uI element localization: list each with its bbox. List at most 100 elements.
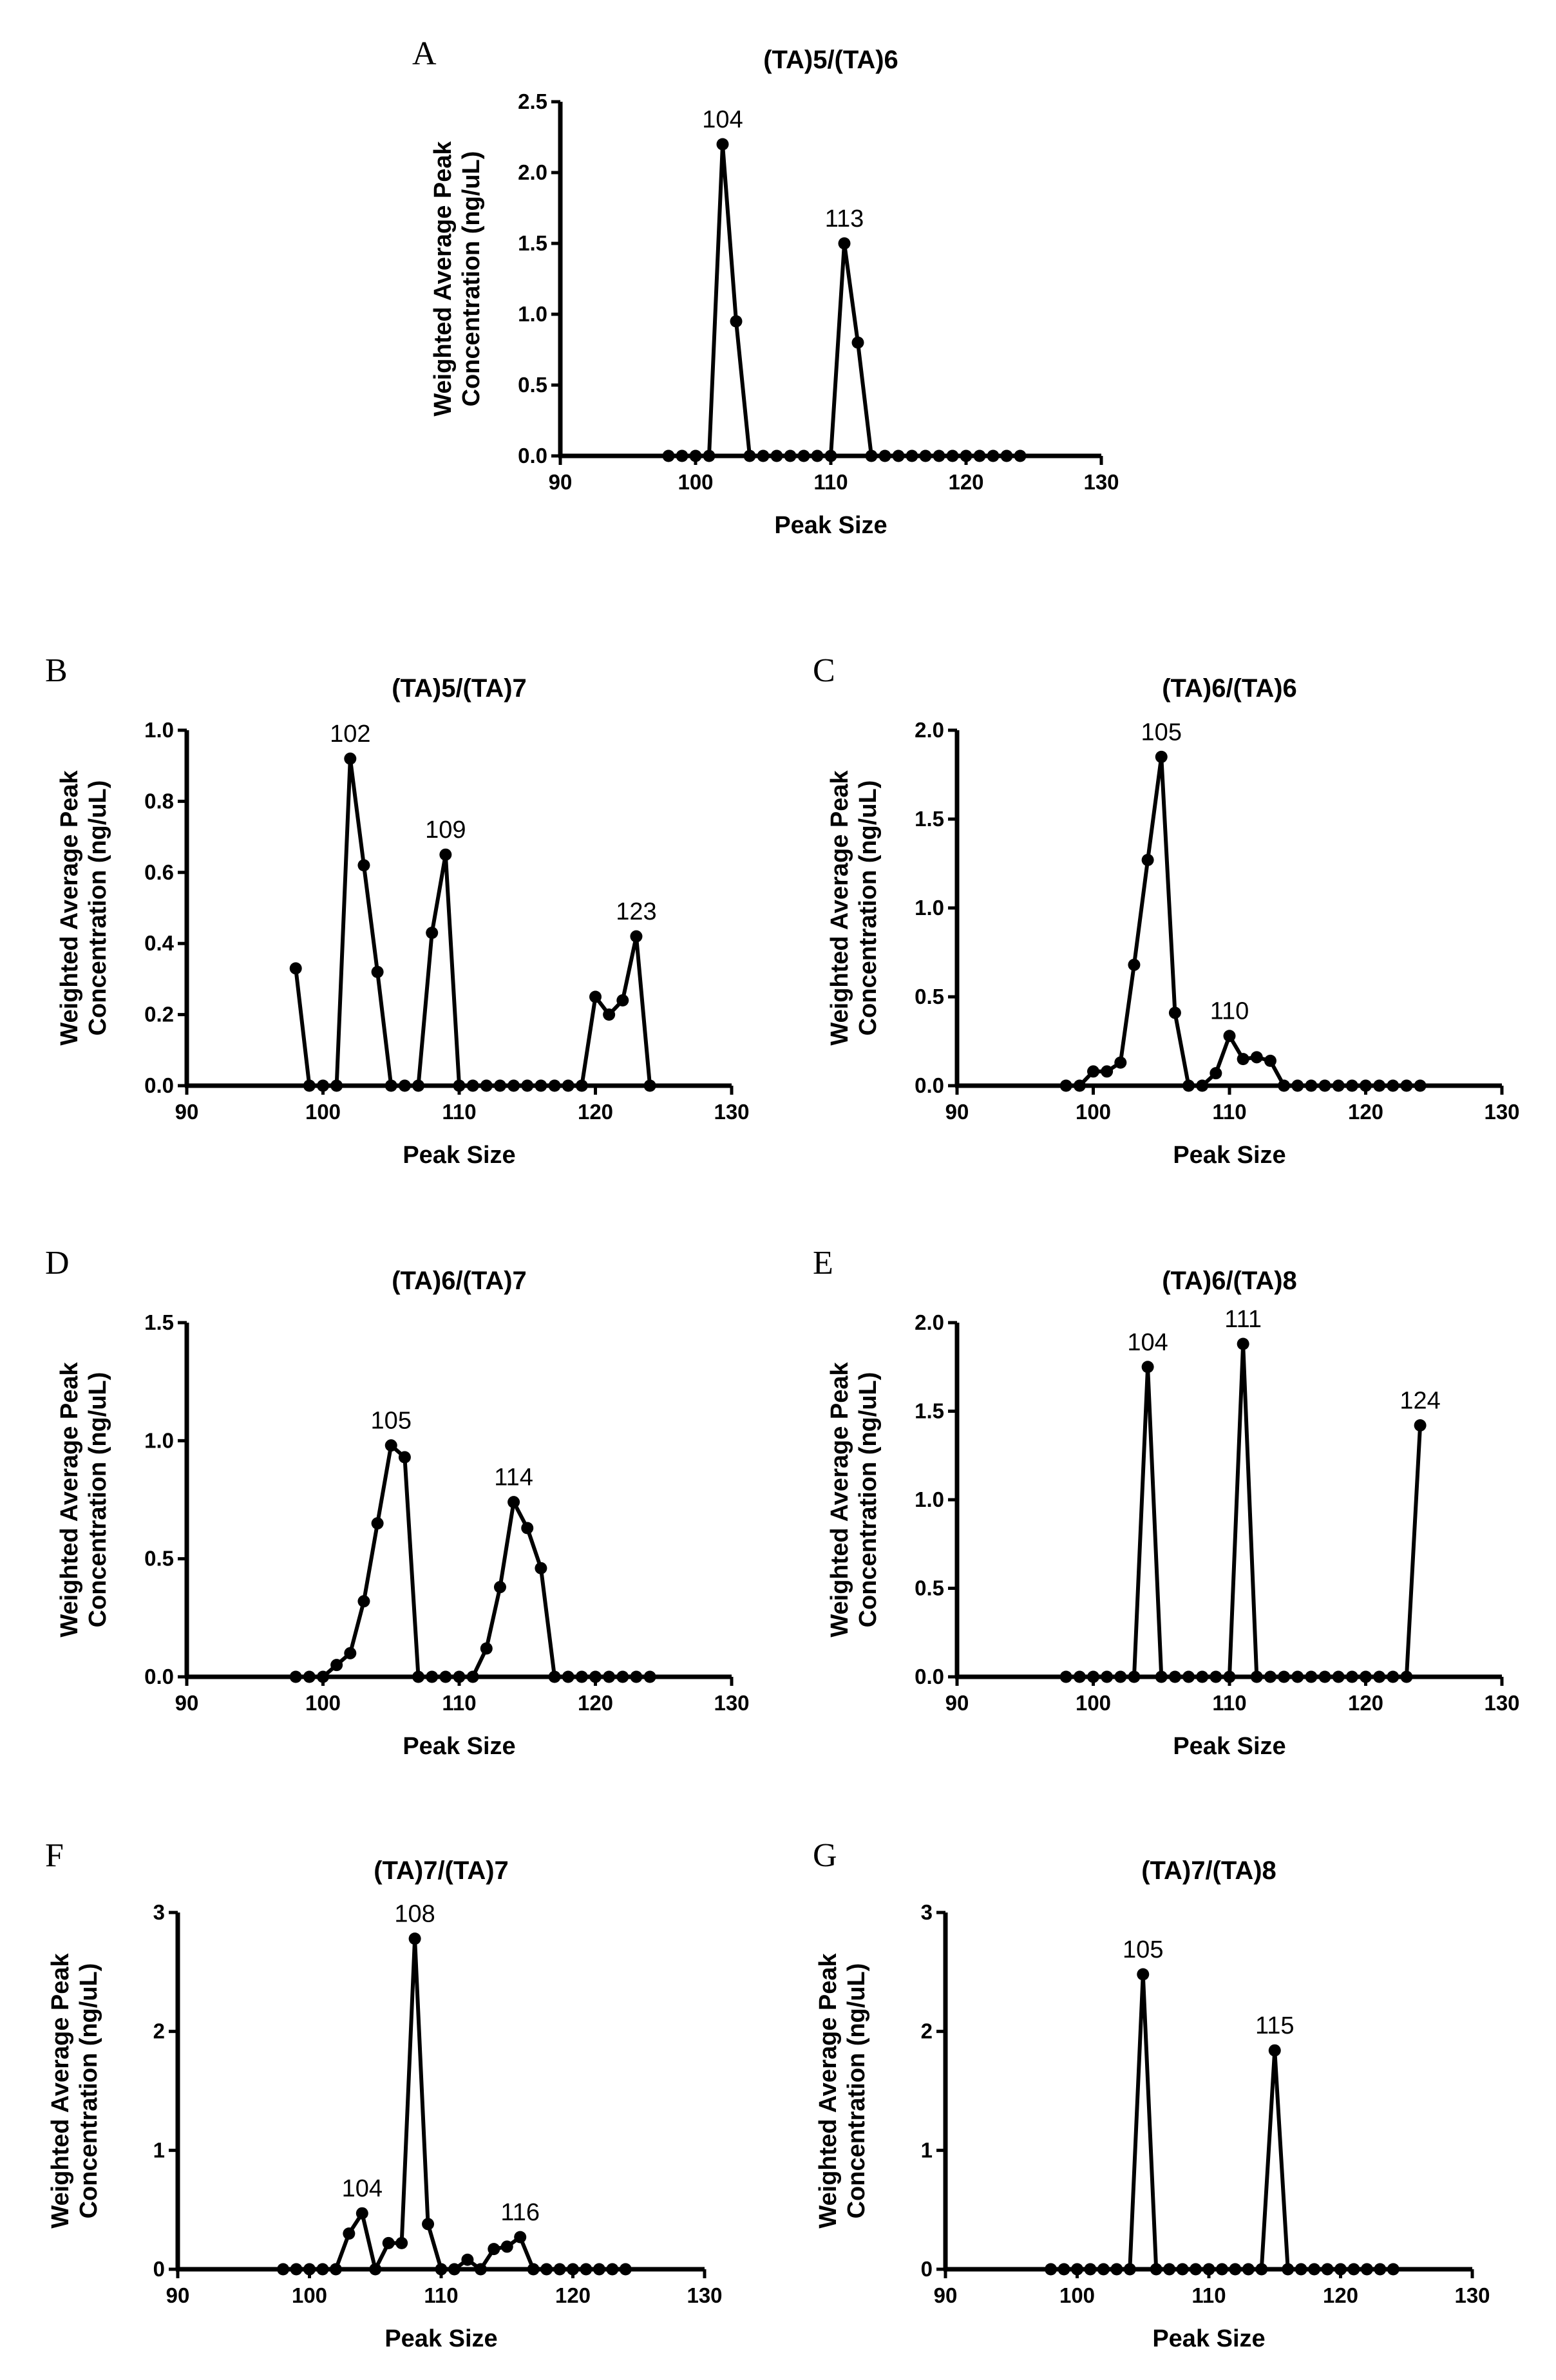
y-tick-label: 1.0 <box>144 718 174 742</box>
chart-title: (TA)6/(TA)8 <box>1162 1267 1297 1295</box>
data-point <box>508 1496 520 1509</box>
data-point <box>630 930 643 943</box>
y-tick-label: 0.0 <box>518 444 547 468</box>
data-point <box>878 449 891 462</box>
data-point <box>1137 1968 1150 1981</box>
peak-label: 108 <box>394 1901 435 1928</box>
x-tick-label: 130 <box>1484 1691 1519 1715</box>
data-point <box>474 2263 487 2276</box>
data-point <box>1114 1056 1127 1069</box>
y-tick-label: 1.5 <box>144 1310 174 1334</box>
data-point <box>1264 1054 1276 1067</box>
data-point <box>1360 1079 1372 1092</box>
data-point <box>466 1079 479 1092</box>
data-point <box>398 1451 411 1464</box>
data-point <box>1196 1670 1209 1683</box>
data-point <box>330 1659 343 1672</box>
data-point <box>412 1079 425 1092</box>
y-tick-label: 3 <box>921 1900 933 1924</box>
y-axis-label: Concentration (ng/uL) <box>84 1372 111 1628</box>
x-tick-label: 110 <box>442 1691 476 1715</box>
data-point <box>548 1079 561 1092</box>
data-point <box>535 1562 547 1574</box>
data-point <box>1150 2263 1162 2276</box>
data-point <box>527 2263 540 2276</box>
data-point <box>824 449 837 462</box>
peak-label: 102 <box>330 721 370 748</box>
data-point <box>412 1670 425 1683</box>
x-tick-label: 130 <box>714 1691 749 1715</box>
data-point <box>493 1581 506 1594</box>
peak-label: 123 <box>616 898 656 925</box>
y-tick-label: 1.0 <box>518 302 547 326</box>
x-tick-label: 100 <box>678 470 713 494</box>
x-tick-label: 110 <box>442 1100 476 1124</box>
data-point <box>851 336 864 349</box>
data-point <box>448 2263 460 2276</box>
data-point <box>703 449 716 462</box>
y-tick-label: 0.0 <box>915 1073 944 1097</box>
data-point <box>1014 449 1027 462</box>
data-point <box>344 752 357 765</box>
x-tick-label: 130 <box>714 1100 749 1124</box>
data-point <box>548 1670 561 1683</box>
data-point <box>1332 1670 1345 1683</box>
data-point <box>439 848 452 861</box>
y-tick-label: 0.5 <box>144 1547 174 1571</box>
y-tick-label: 0.4 <box>144 931 175 955</box>
data-point <box>1318 1079 1331 1092</box>
y-axis-label: Concentration (ng/uL) <box>855 1372 882 1628</box>
data-point <box>1278 1079 1291 1092</box>
data-point <box>838 237 851 250</box>
chart-title: (TA)5/(TA)6 <box>763 46 898 74</box>
data-point <box>382 2236 395 2249</box>
data-point <box>290 2263 303 2276</box>
x-tick-label: 90 <box>175 1100 199 1124</box>
data-point <box>973 449 986 462</box>
peak-label: 111 <box>1224 1306 1262 1333</box>
peak-label: 105 <box>1141 719 1182 746</box>
panel-f: F (TA)7/(TA)7 0 1 2 3 90 100 110 120 130 Peak Size W… <box>45 1837 723 2352</box>
x-axis-label: Peak Size <box>1173 1142 1286 1169</box>
y-tick-label: 0.6 <box>144 860 174 884</box>
data-point <box>303 2263 316 2276</box>
x-tick-label: 120 <box>948 470 983 494</box>
data-point <box>1250 1051 1263 1064</box>
y-axis-label: Weighted Average Peak <box>826 1361 853 1637</box>
panel-letter: G <box>813 1837 837 1874</box>
data-point <box>426 1670 439 1683</box>
data-point <box>1242 2263 1255 2276</box>
panel-letter: C <box>813 652 835 689</box>
data-point <box>1141 1361 1154 1374</box>
data-point <box>1101 1065 1114 1078</box>
data-point <box>1387 1670 1399 1683</box>
y-tick-label: 2.5 <box>518 90 547 113</box>
x-axis-label: Peak Size <box>403 1142 515 1169</box>
x-tick-label: 100 <box>1059 2283 1095 2307</box>
data-point <box>784 449 797 462</box>
panel-g: G (TA)7/(TA)8 0 1 2 3 90 100 110 120 130 Peak Size W… <box>813 1837 1490 2352</box>
x-tick-label: 100 <box>305 1100 341 1124</box>
data-point <box>616 994 629 1007</box>
x-axis-label: Peak Size <box>774 512 887 539</box>
y-tick-label: 0 <box>153 2257 165 2281</box>
data-point <box>1071 2263 1083 2276</box>
data-point <box>643 1079 656 1092</box>
data-point <box>562 1079 574 1092</box>
data-point <box>1278 1670 1291 1683</box>
data-point <box>384 1439 397 1452</box>
data-point <box>344 1647 357 1659</box>
x-tick-label: 120 <box>1348 1100 1383 1124</box>
data-point <box>1347 2263 1360 2276</box>
data-point <box>1237 1337 1249 1350</box>
data-point <box>1168 1670 1181 1683</box>
data-point <box>1168 1006 1181 1019</box>
data-point <box>892 449 905 462</box>
data-point <box>1360 2263 1373 2276</box>
chart-title: (TA)6/(TA)6 <box>1162 674 1297 703</box>
panel-c: C (TA)6/(TA)6 0.0 0.5 1.0 1.5 2.0 90 100 110 120 13… <box>813 652 1520 1169</box>
chart-title: (TA)7/(TA)8 <box>1141 1856 1276 1885</box>
data-point <box>1114 1670 1127 1683</box>
x-tick-label: 110 <box>813 470 848 494</box>
data-point <box>906 449 918 462</box>
